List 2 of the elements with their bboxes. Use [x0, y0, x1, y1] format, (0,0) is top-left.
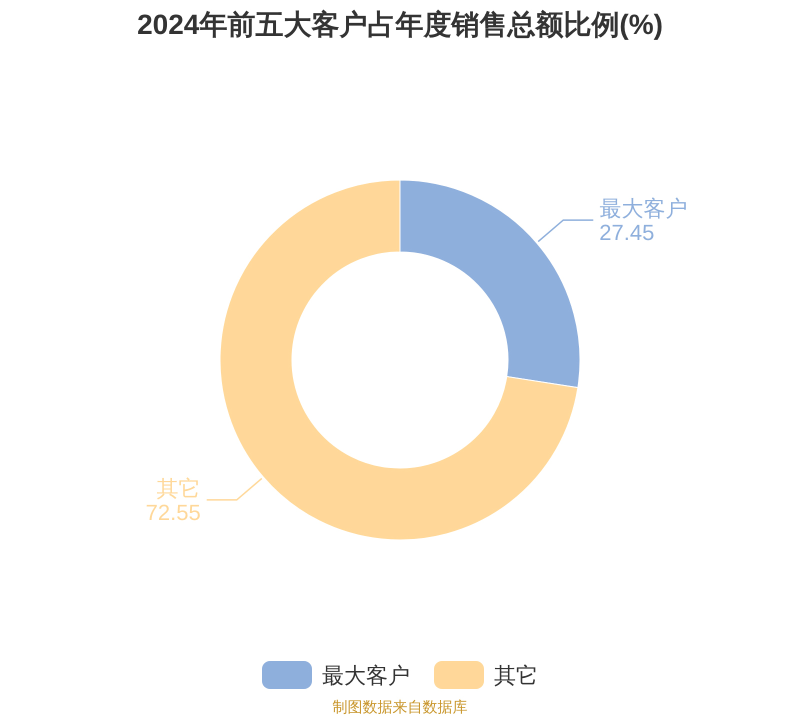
annotation: 制图数据来自数据库 [332, 699, 468, 716]
title: 2024年前五大客户占年度销售总额比例(%) [137, 9, 663, 40]
